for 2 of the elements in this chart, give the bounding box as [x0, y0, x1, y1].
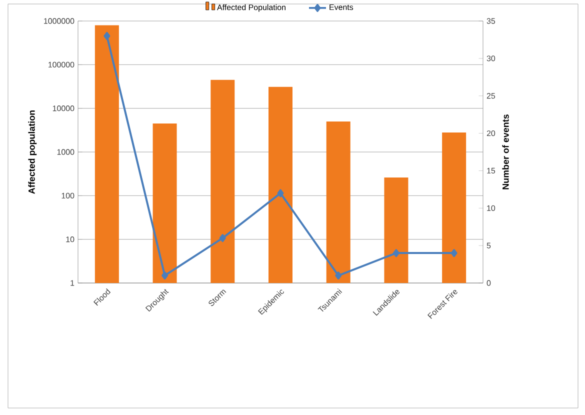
y2-axis-title: Number of events: [502, 114, 509, 190]
y-axis-title: Affected population: [28, 110, 37, 194]
